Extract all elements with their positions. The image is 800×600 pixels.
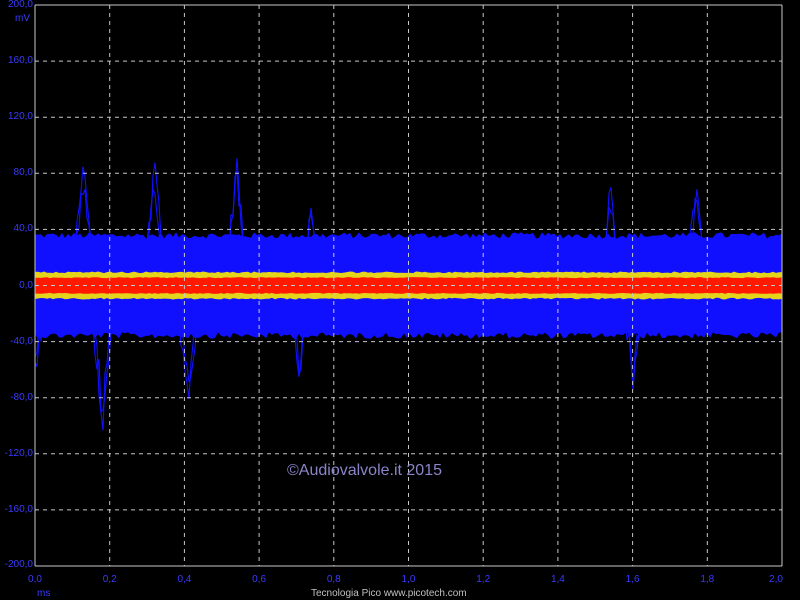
y-tick-label: 160,0 [7, 55, 33, 67]
y-tick-label: 200,0 [7, 0, 33, 10]
y-tick-label: -120,0 [4, 447, 33, 459]
x-tick-label: 0,4 [177, 574, 192, 585]
x-tick-label: 0,0 [28, 574, 42, 585]
y-tick-label: -40,0 [10, 335, 33, 347]
x-tick-label: 0,6 [252, 574, 267, 585]
x-tick-label: 1,0 [401, 574, 416, 585]
y-tick-label: -200,0 [4, 559, 33, 570]
y-tick-label: 0,0 [19, 279, 33, 291]
y-tick-label: -160,0 [4, 503, 33, 515]
x-tick-label: 1,6 [625, 574, 640, 585]
y-tick-label: 80,0 [13, 167, 33, 179]
watermark-text: ©Audiovalvole.it 2015 [287, 462, 442, 479]
y-axis-unit: mV [15, 13, 30, 24]
x-tick-label: 2,0 [769, 574, 783, 585]
x-tick-label: 1,2 [476, 574, 491, 585]
x-tick-label: 0,2 [102, 574, 117, 585]
x-tick-label: 0,8 [326, 574, 341, 585]
y-tick-label: 40,0 [13, 223, 33, 235]
x-axis-unit: ms [37, 588, 51, 599]
x-tick-label: 1,4 [550, 574, 565, 585]
credit-text: Tecnologia Pico www.picotech.com [311, 588, 467, 599]
y-tick-label: 120,0 [7, 111, 33, 123]
x-tick-label: 1,8 [700, 574, 715, 585]
y-tick-label: -80,0 [10, 391, 33, 403]
